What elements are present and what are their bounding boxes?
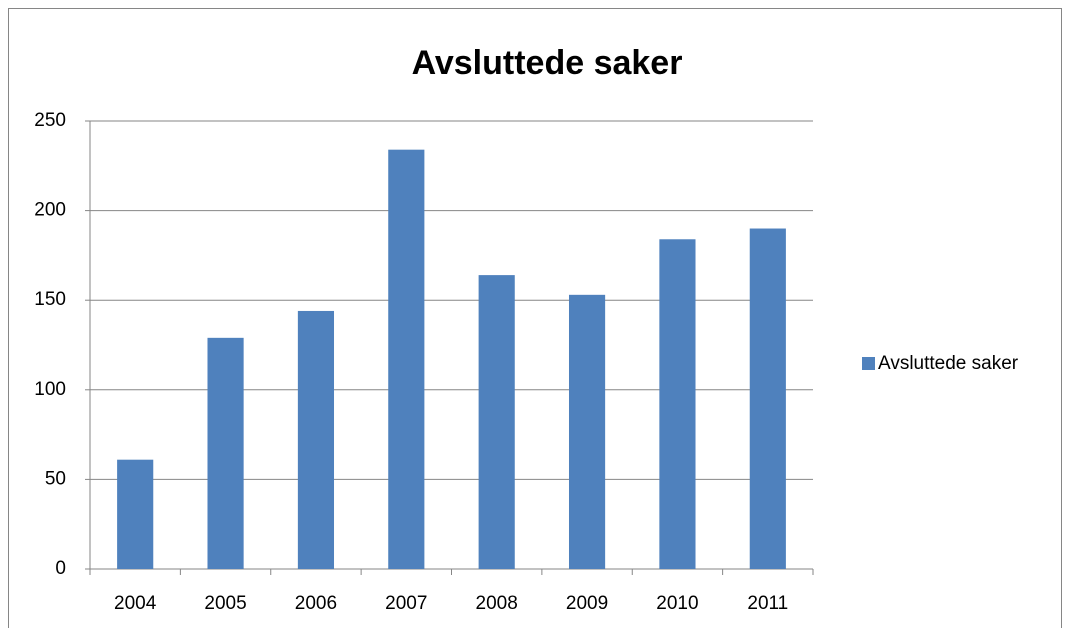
- bar: [207, 337, 244, 569]
- y-tick-label: 150: [34, 289, 66, 310]
- x-tick-label: 2011: [747, 593, 788, 614]
- bar: [117, 459, 154, 569]
- y-tick-label: 0: [55, 558, 66, 579]
- bar: [568, 294, 606, 569]
- x-tick-label: 2007: [385, 593, 427, 614]
- x-tick-label: 2009: [566, 593, 608, 614]
- legend-swatch: [862, 357, 875, 370]
- x-tick-label: 2004: [114, 593, 157, 614]
- chart-title: Avsluttede saker: [412, 44, 683, 82]
- y-tick-label: 250: [34, 110, 66, 131]
- bar: [659, 239, 696, 569]
- y-tick-label: 200: [34, 200, 66, 221]
- bar: [749, 228, 786, 569]
- legend-label: Avsluttede saker: [878, 353, 1019, 374]
- bar: [297, 310, 335, 569]
- y-tick-label: 50: [45, 468, 66, 489]
- x-tick-label: 2006: [295, 593, 337, 614]
- x-tick-label: 2005: [204, 593, 246, 614]
- bar: [388, 149, 425, 569]
- y-tick-label: 100: [34, 379, 66, 400]
- x-tick-label: 2010: [656, 593, 698, 614]
- x-tick-label: 2008: [476, 593, 518, 614]
- chart-border: [8, 8, 1062, 628]
- bar: [478, 275, 515, 569]
